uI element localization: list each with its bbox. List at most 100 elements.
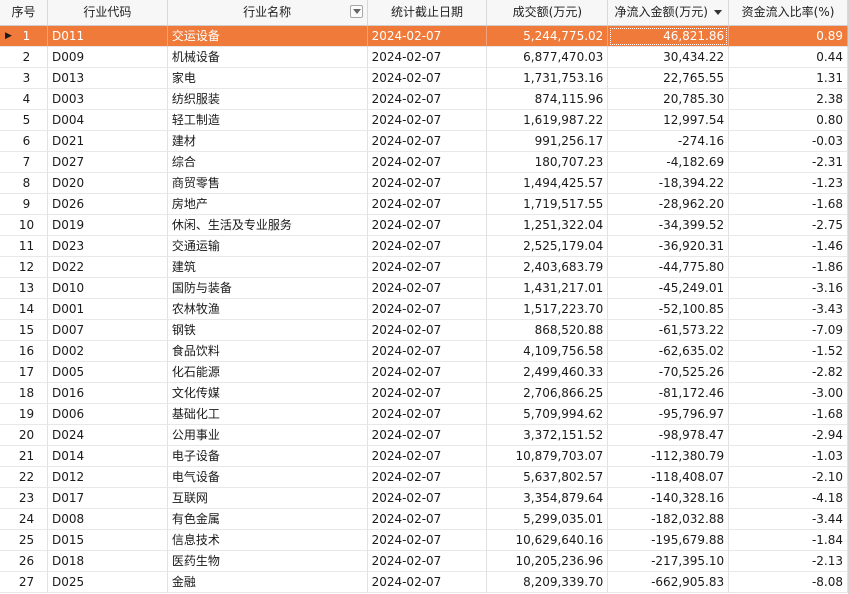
industry-code-cell[interactable]: D025 — [47, 572, 168, 593]
table-row[interactable]: 6 D021 建材 2024-02-07 991,256.17 -274.16 -0.03 — [0, 131, 848, 152]
row-index-cell[interactable]: 11 — [0, 236, 48, 257]
stat-date-cell[interactable]: 2024-02-07 — [367, 215, 488, 236]
table-row[interactable]: 5 D004 轻工制造 2024-02-07 1,619,987.22 12,997.54… — [0, 110, 848, 131]
turnover-cell[interactable]: 180,707.23 — [487, 152, 609, 173]
row-index-cell[interactable]: 8 — [0, 173, 48, 194]
row-index-cell[interactable]: 7 — [0, 152, 48, 173]
industry-code-cell[interactable]: D020 — [47, 173, 168, 194]
industry-code-cell[interactable]: D027 — [47, 152, 168, 173]
industry-name-cell[interactable]: 交运设备 — [167, 26, 368, 47]
inflow-ratio-cell[interactable]: -2.94 — [729, 425, 848, 446]
turnover-cell[interactable]: 2,499,460.33 — [487, 362, 609, 383]
industry-name-cell[interactable]: 房地产 — [167, 194, 368, 215]
net-inflow-cell[interactable]: -662,905.83 — [608, 572, 730, 593]
net-inflow-cell[interactable]: -34,399.52 — [608, 215, 730, 236]
industry-code-cell[interactable]: D023 — [47, 236, 168, 257]
inflow-ratio-cell[interactable]: -1.46 — [729, 236, 848, 257]
table-row[interactable]: 25 D015 信息技术 2024-02-07 10,629,640.16 -195,67… — [0, 530, 848, 551]
net-inflow-cell[interactable]: -118,408.07 — [608, 467, 730, 488]
industry-name-cell[interactable]: 基础化工 — [167, 404, 368, 425]
stat-date-cell[interactable]: 2024-02-07 — [367, 152, 488, 173]
table-row[interactable]: 18 D016 文化传媒 2024-02-07 2,706,866.25 -81,172.… — [0, 383, 848, 404]
industry-code-cell[interactable]: D019 — [47, 215, 168, 236]
turnover-cell[interactable]: 2,525,179.04 — [487, 236, 609, 257]
inflow-ratio-cell[interactable]: -1.84 — [729, 530, 848, 551]
stat-date-cell[interactable]: 2024-02-07 — [367, 299, 488, 320]
turnover-cell[interactable]: 5,709,994.62 — [487, 404, 609, 425]
table-row[interactable]: 19 D006 基础化工 2024-02-07 5,709,994.62 -95,796.… — [0, 404, 848, 425]
industry-name-cell[interactable]: 国防与装备 — [167, 278, 368, 299]
row-index-cell[interactable]: 3 — [0, 68, 48, 89]
net-inflow-cell[interactable]: -195,679.88 — [608, 530, 730, 551]
stat-date-cell[interactable]: 2024-02-07 — [367, 488, 488, 509]
table-row[interactable]: 13 D010 国防与装备 2024-02-07 1,431,217.01 -45,249… — [0, 278, 848, 299]
net-inflow-cell[interactable]: -4,182.69 — [608, 152, 730, 173]
row-index-cell[interactable]: 6 — [0, 131, 48, 152]
table-row[interactable]: 15 D007 钢铁 2024-02-07 868,520.88 -61,573.22 -7… — [0, 320, 848, 341]
row-index-cell[interactable]: 19 — [0, 404, 48, 425]
inflow-ratio-cell[interactable]: -1.52 — [729, 341, 848, 362]
row-index-cell[interactable]: 4 — [0, 89, 48, 110]
industry-name-cell[interactable]: 机械设备 — [167, 47, 368, 68]
industry-name-cell[interactable]: 商贸零售 — [167, 173, 368, 194]
turnover-cell[interactable]: 1,619,987.22 — [487, 110, 609, 131]
net-inflow-cell[interactable]: -52,100.85 — [608, 299, 730, 320]
inflow-ratio-cell[interactable]: -3.44 — [729, 509, 848, 530]
table-row[interactable]: 24 D008 有色金属 2024-02-07 5,299,035.01 -182,032… — [0, 509, 848, 530]
net-inflow-cell[interactable]: -18,394.22 — [608, 173, 730, 194]
industry-name-cell[interactable]: 轻工制造 — [167, 110, 368, 131]
industry-code-cell[interactable]: D009 — [47, 47, 168, 68]
net-inflow-cell[interactable]: -182,032.88 — [608, 509, 730, 530]
table-row[interactable]: 2 D009 机械设备 2024-02-07 6,877,470.03 30,434.22… — [0, 47, 848, 68]
inflow-ratio-cell[interactable]: -1.23 — [729, 173, 848, 194]
industry-code-cell[interactable]: D017 — [47, 488, 168, 509]
stat-date-cell[interactable]: 2024-02-07 — [367, 509, 488, 530]
table-row[interactable]: 7 D027 综合 2024-02-07 180,707.23 -4,182.69 -2.3… — [0, 152, 848, 173]
industry-code-cell[interactable]: D001 — [47, 299, 168, 320]
net-inflow-cell[interactable]: 22,765.55 — [608, 68, 730, 89]
inflow-ratio-cell[interactable]: -2.82 — [729, 362, 848, 383]
inflow-ratio-cell[interactable]: 0.44 — [729, 47, 848, 68]
table-row[interactable]: ▶ 1 D011 交运设备 2024-02-07 5,244,775.02 46,821.8… — [0, 26, 848, 47]
industry-code-cell[interactable]: D010 — [47, 278, 168, 299]
industry-code-cell[interactable]: D021 — [47, 131, 168, 152]
industry-name-cell[interactable]: 文化传媒 — [167, 383, 368, 404]
turnover-cell[interactable]: 1,431,217.01 — [487, 278, 609, 299]
industry-name-cell[interactable]: 互联网 — [167, 488, 368, 509]
table-row[interactable]: 4 D003 纺织服装 2024-02-07 874,115.96 20,785.30 2.… — [0, 89, 848, 110]
inflow-ratio-cell[interactable]: -0.03 — [729, 131, 848, 152]
col-header-index[interactable]: 序号 — [0, 0, 48, 25]
table-row[interactable]: 20 D024 公用事业 2024-02-07 3,372,151.52 -98,978.… — [0, 425, 848, 446]
turnover-cell[interactable]: 6,877,470.03 — [487, 47, 609, 68]
stat-date-cell[interactable]: 2024-02-07 — [367, 530, 488, 551]
inflow-ratio-cell[interactable]: -1.68 — [729, 404, 848, 425]
row-index-cell[interactable]: 10 — [0, 215, 48, 236]
net-inflow-cell[interactable]: -274.16 — [608, 131, 730, 152]
turnover-cell[interactable]: 1,517,223.70 — [487, 299, 609, 320]
stat-date-cell[interactable]: 2024-02-07 — [367, 341, 488, 362]
net-inflow-cell[interactable]: -217,395.10 — [608, 551, 730, 572]
stat-date-cell[interactable]: 2024-02-07 — [367, 446, 488, 467]
industry-code-cell[interactable]: D014 — [47, 446, 168, 467]
turnover-cell[interactable]: 868,520.88 — [487, 320, 609, 341]
industry-name-cell[interactable]: 有色金属 — [167, 509, 368, 530]
industry-code-cell[interactable]: D026 — [47, 194, 168, 215]
net-inflow-cell[interactable]: -140,328.16 — [608, 488, 730, 509]
industry-code-cell[interactable]: D016 — [47, 383, 168, 404]
stat-date-cell[interactable]: 2024-02-07 — [367, 47, 488, 68]
table-row[interactable]: 14 D001 农林牧渔 2024-02-07 1,517,223.70 -52,100.… — [0, 299, 848, 320]
row-index-cell[interactable]: 14 — [0, 299, 48, 320]
net-inflow-cell[interactable]: -112,380.79 — [608, 446, 730, 467]
industry-name-cell[interactable]: 综合 — [167, 152, 368, 173]
industry-name-cell[interactable]: 电气设备 — [167, 467, 368, 488]
row-index-cell[interactable]: 22 — [0, 467, 48, 488]
stat-date-cell[interactable]: 2024-02-07 — [367, 383, 488, 404]
industry-name-cell[interactable]: 纺织服装 — [167, 89, 368, 110]
row-index-cell[interactable]: 2 — [0, 47, 48, 68]
stat-date-cell[interactable]: 2024-02-07 — [367, 68, 488, 89]
net-inflow-cell[interactable]: 46,821.86 — [608, 26, 730, 47]
net-inflow-cell[interactable]: -45,249.01 — [608, 278, 730, 299]
row-index-cell[interactable]: 18 — [0, 383, 48, 404]
row-index-cell[interactable]: 9 — [0, 194, 48, 215]
industry-code-cell[interactable]: D003 — [47, 89, 168, 110]
